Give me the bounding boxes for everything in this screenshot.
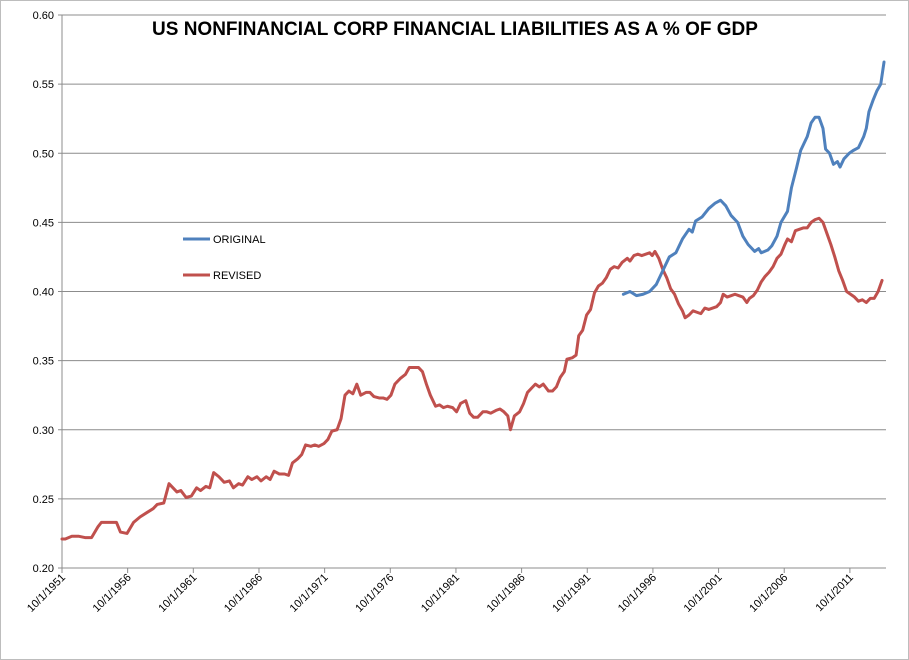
y-tick-labels: 0.20 0.25 0.30 0.35 0.40 0.45 0.50 0.55 0.60 [33, 10, 62, 575]
y-tick-label: 0.45 [33, 217, 54, 229]
legend-label-original: ORIGINAL [213, 234, 266, 246]
y-tick-label: 0.50 [33, 148, 54, 160]
legend: ORIGINAL REVISED [183, 234, 266, 282]
y-tick-label: 0.20 [33, 563, 54, 575]
series-original [621, 60, 886, 298]
chart-title: US NONFINANCIAL CORP FINANCIAL LIABILITI… [152, 19, 758, 40]
y-tick-label: 0.30 [33, 425, 54, 437]
series-revised [60, 216, 884, 541]
y-tick-label: 0.25 [33, 494, 54, 506]
y-tick-label: 0.35 [33, 356, 54, 368]
y-tick-label: 0.55 [33, 79, 54, 91]
y-tick-label: 0.40 [33, 287, 54, 299]
series-lines [60, 60, 886, 541]
gridlines [62, 14, 886, 500]
y-tick-label: 0.60 [33, 10, 54, 22]
legend-label-revised: REVISED [213, 270, 261, 282]
